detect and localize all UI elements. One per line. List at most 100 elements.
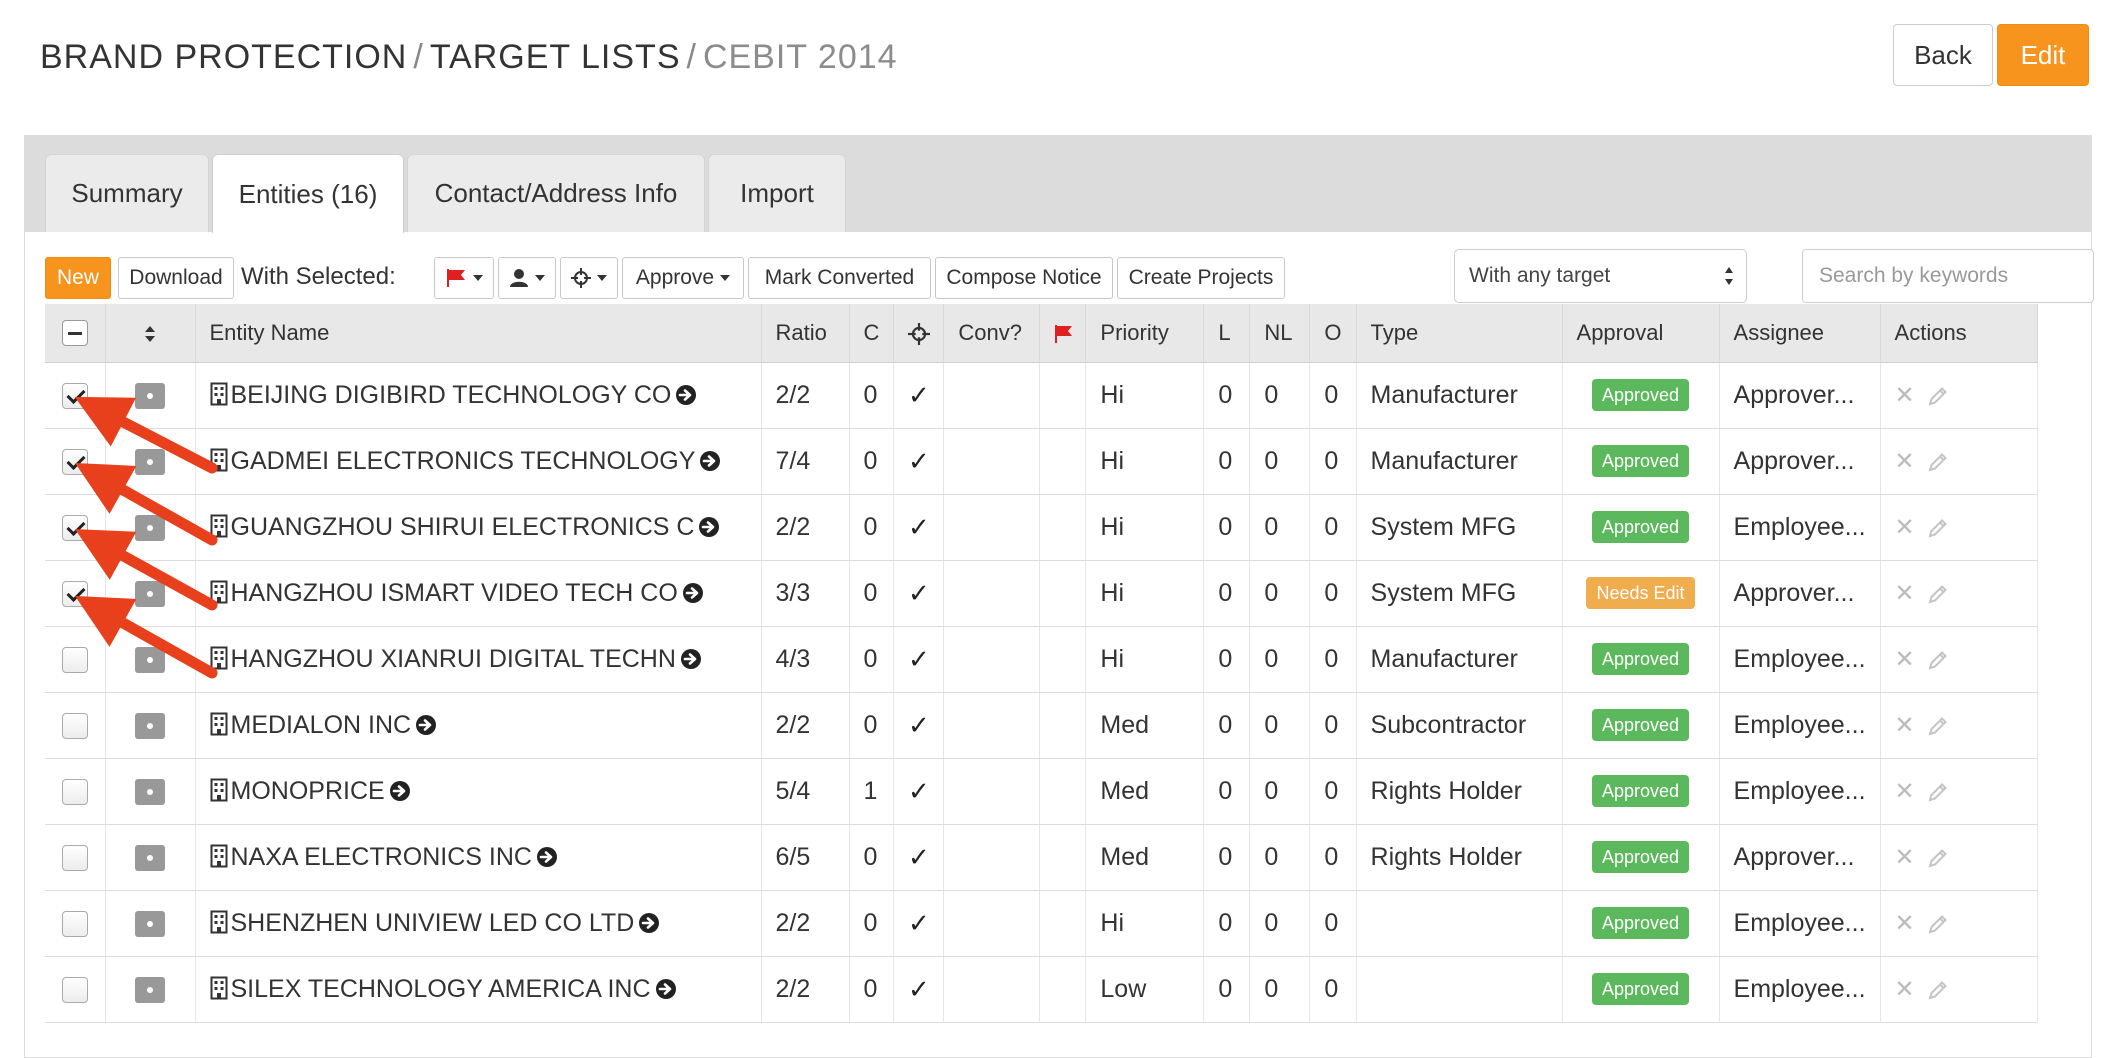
assignee-cell[interactable]: Employee... bbox=[1719, 758, 1881, 825]
arrow-circle-right-icon[interactable] bbox=[389, 780, 411, 802]
entity-name-link[interactable]: MONOPRICE bbox=[230, 776, 385, 805]
close-icon[interactable]: ✕ bbox=[1894, 711, 1915, 739]
pencil-icon[interactable] bbox=[1927, 451, 1949, 473]
table-row[interactable]: SHENZHEN UNIVIEW LED CO LTD 2/2 0 ✓ Hi 0… bbox=[45, 890, 2038, 957]
pencil-icon[interactable] bbox=[1927, 781, 1949, 803]
entity-name-link[interactable]: GADMEI ELECTRONICS TECHNOLOGY bbox=[230, 446, 696, 475]
row-checkbox[interactable] bbox=[61, 976, 88, 1003]
assignee-cell[interactable]: Approver... bbox=[1719, 560, 1881, 627]
arrow-circle-right-icon[interactable] bbox=[536, 846, 558, 868]
arrow-circle-right-icon[interactable] bbox=[638, 912, 660, 934]
row-checkbox[interactable] bbox=[61, 514, 88, 541]
col-o[interactable]: O bbox=[1309, 304, 1357, 363]
col-flag[interactable] bbox=[1039, 304, 1087, 363]
assignee-cell[interactable]: Approver... bbox=[1719, 824, 1881, 891]
col-l[interactable]: L bbox=[1203, 304, 1251, 363]
pencil-icon[interactable] bbox=[1927, 847, 1949, 869]
close-icon[interactable]: ✕ bbox=[1894, 513, 1915, 541]
search-input[interactable] bbox=[1802, 249, 2094, 303]
row-checkbox[interactable] bbox=[61, 580, 88, 607]
close-icon[interactable]: ✕ bbox=[1894, 381, 1915, 409]
breadcrumb-brand-protection[interactable]: BRAND PROTECTION bbox=[40, 38, 408, 76]
arrow-circle-right-icon[interactable] bbox=[680, 648, 702, 670]
row-detail-toggle[interactable] bbox=[135, 844, 165, 871]
assign-user-menu-button[interactable] bbox=[498, 257, 556, 299]
compose-notice-button[interactable]: Compose Notice bbox=[935, 257, 1113, 299]
pencil-icon[interactable] bbox=[1927, 979, 1949, 1001]
target-menu-button[interactable] bbox=[560, 257, 618, 299]
close-icon[interactable]: ✕ bbox=[1894, 909, 1915, 937]
arrow-circle-right-icon[interactable] bbox=[655, 978, 677, 1000]
close-icon[interactable]: ✕ bbox=[1894, 975, 1915, 1003]
flag-menu-button[interactable] bbox=[434, 257, 494, 299]
table-row[interactable]: HANGZHOU ISMART VIDEO TECH CO 3/3 0 ✓ Hi… bbox=[45, 560, 2038, 627]
close-icon[interactable]: ✕ bbox=[1894, 843, 1915, 871]
row-detail-toggle[interactable] bbox=[135, 580, 165, 607]
row-checkbox[interactable] bbox=[61, 778, 88, 805]
col-conv[interactable]: Conv? bbox=[943, 304, 1041, 363]
pencil-icon[interactable] bbox=[1927, 583, 1949, 605]
download-button[interactable]: Download bbox=[118, 257, 234, 299]
assignee-cell[interactable]: Employee... bbox=[1719, 494, 1881, 561]
select-all-checkbox[interactable] bbox=[61, 320, 88, 347]
pencil-icon[interactable] bbox=[1927, 385, 1949, 407]
table-row[interactable]: HANGZHOU XIANRUI DIGITAL TECHN 4/3 0 ✓ H… bbox=[45, 626, 2038, 693]
assignee-cell[interactable]: Employee... bbox=[1719, 956, 1881, 1023]
edit-button[interactable]: Edit bbox=[1997, 24, 2089, 86]
entity-name-link[interactable]: HANGZHOU ISMART VIDEO TECH CO bbox=[230, 578, 678, 607]
create-projects-button[interactable]: Create Projects bbox=[1117, 257, 1285, 299]
row-checkbox[interactable] bbox=[61, 712, 88, 739]
pencil-icon[interactable] bbox=[1927, 649, 1949, 671]
entity-name-link[interactable]: SHENZHEN UNIVIEW LED CO LTD bbox=[230, 908, 635, 937]
arrow-circle-right-icon[interactable] bbox=[682, 582, 704, 604]
assignee-cell[interactable]: Approver... bbox=[1719, 428, 1881, 495]
row-detail-toggle[interactable] bbox=[135, 778, 165, 805]
assignee-cell[interactable]: Employee... bbox=[1719, 890, 1881, 957]
table-row[interactable]: GUANGZHOU SHIRUI ELECTRONICS C 2/2 0 ✓ H… bbox=[45, 494, 2038, 561]
tab-contact-address[interactable]: Contact/Address Info bbox=[407, 154, 705, 232]
assignee-cell[interactable]: Employee... bbox=[1719, 692, 1881, 759]
entity-name-link[interactable]: HANGZHOU XIANRUI DIGITAL TECHN bbox=[230, 644, 676, 673]
pencil-icon[interactable] bbox=[1927, 517, 1949, 539]
entity-name-link[interactable]: BEIJING DIGIBIRD TECHNOLOGY CO bbox=[230, 380, 672, 409]
table-row[interactable]: MONOPRICE 5/4 1 ✓ Med 0 0 0 Rights Holde… bbox=[45, 758, 2038, 825]
mark-converted-button[interactable]: Mark Converted bbox=[748, 257, 931, 299]
row-detail-toggle[interactable] bbox=[135, 712, 165, 739]
tab-import[interactable]: Import bbox=[708, 154, 846, 232]
col-entity-name[interactable]: Entity Name bbox=[195, 304, 762, 363]
row-checkbox[interactable] bbox=[61, 448, 88, 475]
assignee-cell[interactable]: Employee... bbox=[1719, 626, 1881, 693]
row-checkbox[interactable] bbox=[61, 910, 88, 937]
entity-name-link[interactable]: NAXA ELECTRONICS INC bbox=[230, 842, 532, 871]
col-target[interactable] bbox=[893, 304, 945, 363]
close-icon[interactable]: ✕ bbox=[1894, 645, 1915, 673]
row-detail-toggle[interactable] bbox=[135, 448, 165, 475]
entity-name-link[interactable]: SILEX TECHNOLOGY AMERICA INC bbox=[230, 974, 651, 1003]
back-button[interactable]: Back bbox=[1893, 24, 1993, 86]
sort-header[interactable] bbox=[105, 304, 196, 363]
col-approval[interactable]: Approval bbox=[1562, 304, 1720, 363]
col-nl[interactable]: NL bbox=[1249, 304, 1311, 363]
pencil-icon[interactable] bbox=[1927, 715, 1949, 737]
row-detail-toggle[interactable] bbox=[135, 382, 165, 409]
table-row[interactable]: MEDIALON INC 2/2 0 ✓ Med 0 0 0 Subcontra… bbox=[45, 692, 2038, 759]
arrow-circle-right-icon[interactable] bbox=[699, 450, 721, 472]
table-row[interactable]: BEIJING DIGIBIRD TECHNOLOGY CO 2/2 0 ✓ H… bbox=[45, 362, 2038, 429]
entity-name-link[interactable]: MEDIALON INC bbox=[230, 710, 412, 739]
row-detail-toggle[interactable] bbox=[135, 976, 165, 1003]
arrow-circle-right-icon[interactable] bbox=[675, 384, 697, 406]
assignee-cell[interactable]: Approver... bbox=[1719, 362, 1881, 429]
col-ratio[interactable]: Ratio bbox=[761, 304, 850, 363]
arrow-circle-right-icon[interactable] bbox=[698, 516, 720, 538]
arrow-circle-right-icon[interactable] bbox=[415, 714, 437, 736]
row-detail-toggle[interactable] bbox=[135, 910, 165, 937]
entity-name-link[interactable]: GUANGZHOU SHIRUI ELECTRONICS C bbox=[230, 512, 695, 541]
col-assignee[interactable]: Assignee bbox=[1719, 304, 1881, 363]
breadcrumb-target-lists[interactable]: TARGET LISTS bbox=[429, 38, 681, 76]
table-row[interactable]: SILEX TECHNOLOGY AMERICA INC 2/2 0 ✓ Low… bbox=[45, 956, 2038, 1023]
col-priority[interactable]: Priority bbox=[1085, 304, 1205, 363]
new-button[interactable]: New bbox=[45, 257, 111, 299]
row-detail-toggle[interactable] bbox=[135, 646, 165, 673]
close-icon[interactable]: ✕ bbox=[1894, 777, 1915, 805]
close-icon[interactable]: ✕ bbox=[1894, 579, 1915, 607]
